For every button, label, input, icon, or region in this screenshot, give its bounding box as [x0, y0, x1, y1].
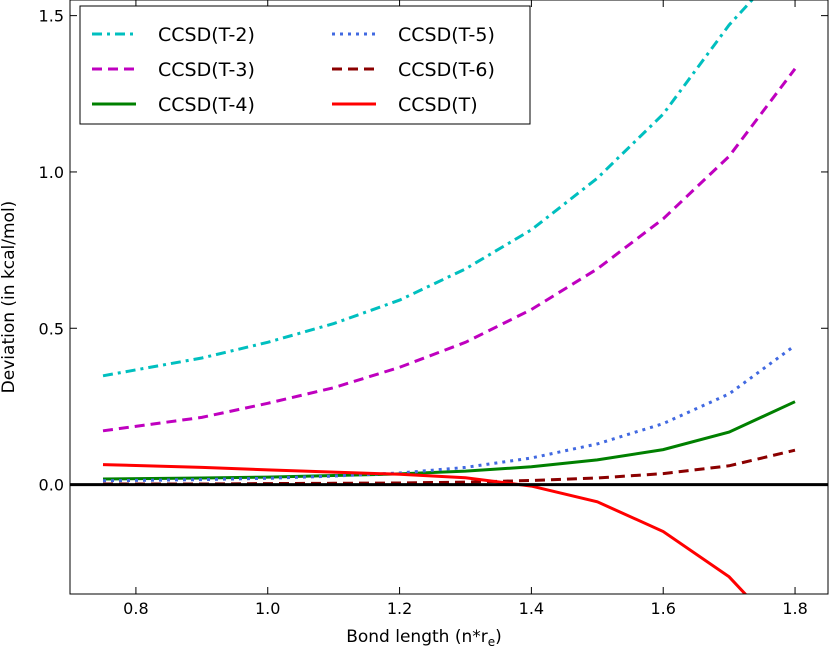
x-axis-label: Bond length (n*re)	[346, 627, 502, 649]
legend-label-ccsd-t-6: CCSD(T-6)	[398, 59, 495, 81]
y-tick-label: 1.5	[39, 7, 64, 26]
legend: CCSD(T-2) CCSD(T-3) CCSD(T-4) CCSD(T-5) CCSD…	[79, 5, 531, 125]
series-line-ccsd-t-5	[102, 344, 796, 483]
legend-label-ccsd-t-2: CCSD(T-2)	[158, 24, 255, 46]
series-line-ccsd-t-4	[102, 400, 796, 481]
series-line-ccsd-t-2	[102, 0, 755, 378]
plot-frame	[69, 0, 829, 595]
legend-label-ccsd-t-5: CCSD(T-5)	[398, 24, 495, 46]
series-line-ccsd-t-3	[102, 67, 797, 433]
x-tick-label: 1.0	[255, 599, 280, 618]
ticks-layer: 0.8 1.0 1.2 1.4 1.6 1.8 0.0 0.5 1.0 1.5	[39, 0, 828, 618]
x-tick-label: 0.8	[123, 599, 148, 618]
y-tick-label: 0.0	[39, 476, 64, 495]
y-tick-label: 0.5	[39, 319, 64, 338]
y-axis-label: Deviation (in kcal/mol)	[0, 201, 19, 394]
legend-label-ccsd-t-3: CCSD(T-3)	[158, 59, 255, 81]
legend-label-ccsd-t-4: CCSD(T-4)	[158, 94, 255, 116]
legend-box	[79, 5, 531, 125]
x-tick-label: 1.4	[519, 599, 544, 618]
series-line-ccsd-t	[102, 463, 748, 594]
y-tick-label: 1.0	[39, 163, 64, 182]
series-layer	[102, 0, 797, 594]
x-tick-label: 1.6	[650, 599, 675, 618]
x-tick-label: 1.2	[387, 599, 412, 618]
legend-label-ccsd-t: CCSD(T)	[398, 94, 478, 116]
series-line-ccsd-t-6	[103, 448, 796, 486]
x-tick-label: 1.8	[782, 599, 807, 618]
